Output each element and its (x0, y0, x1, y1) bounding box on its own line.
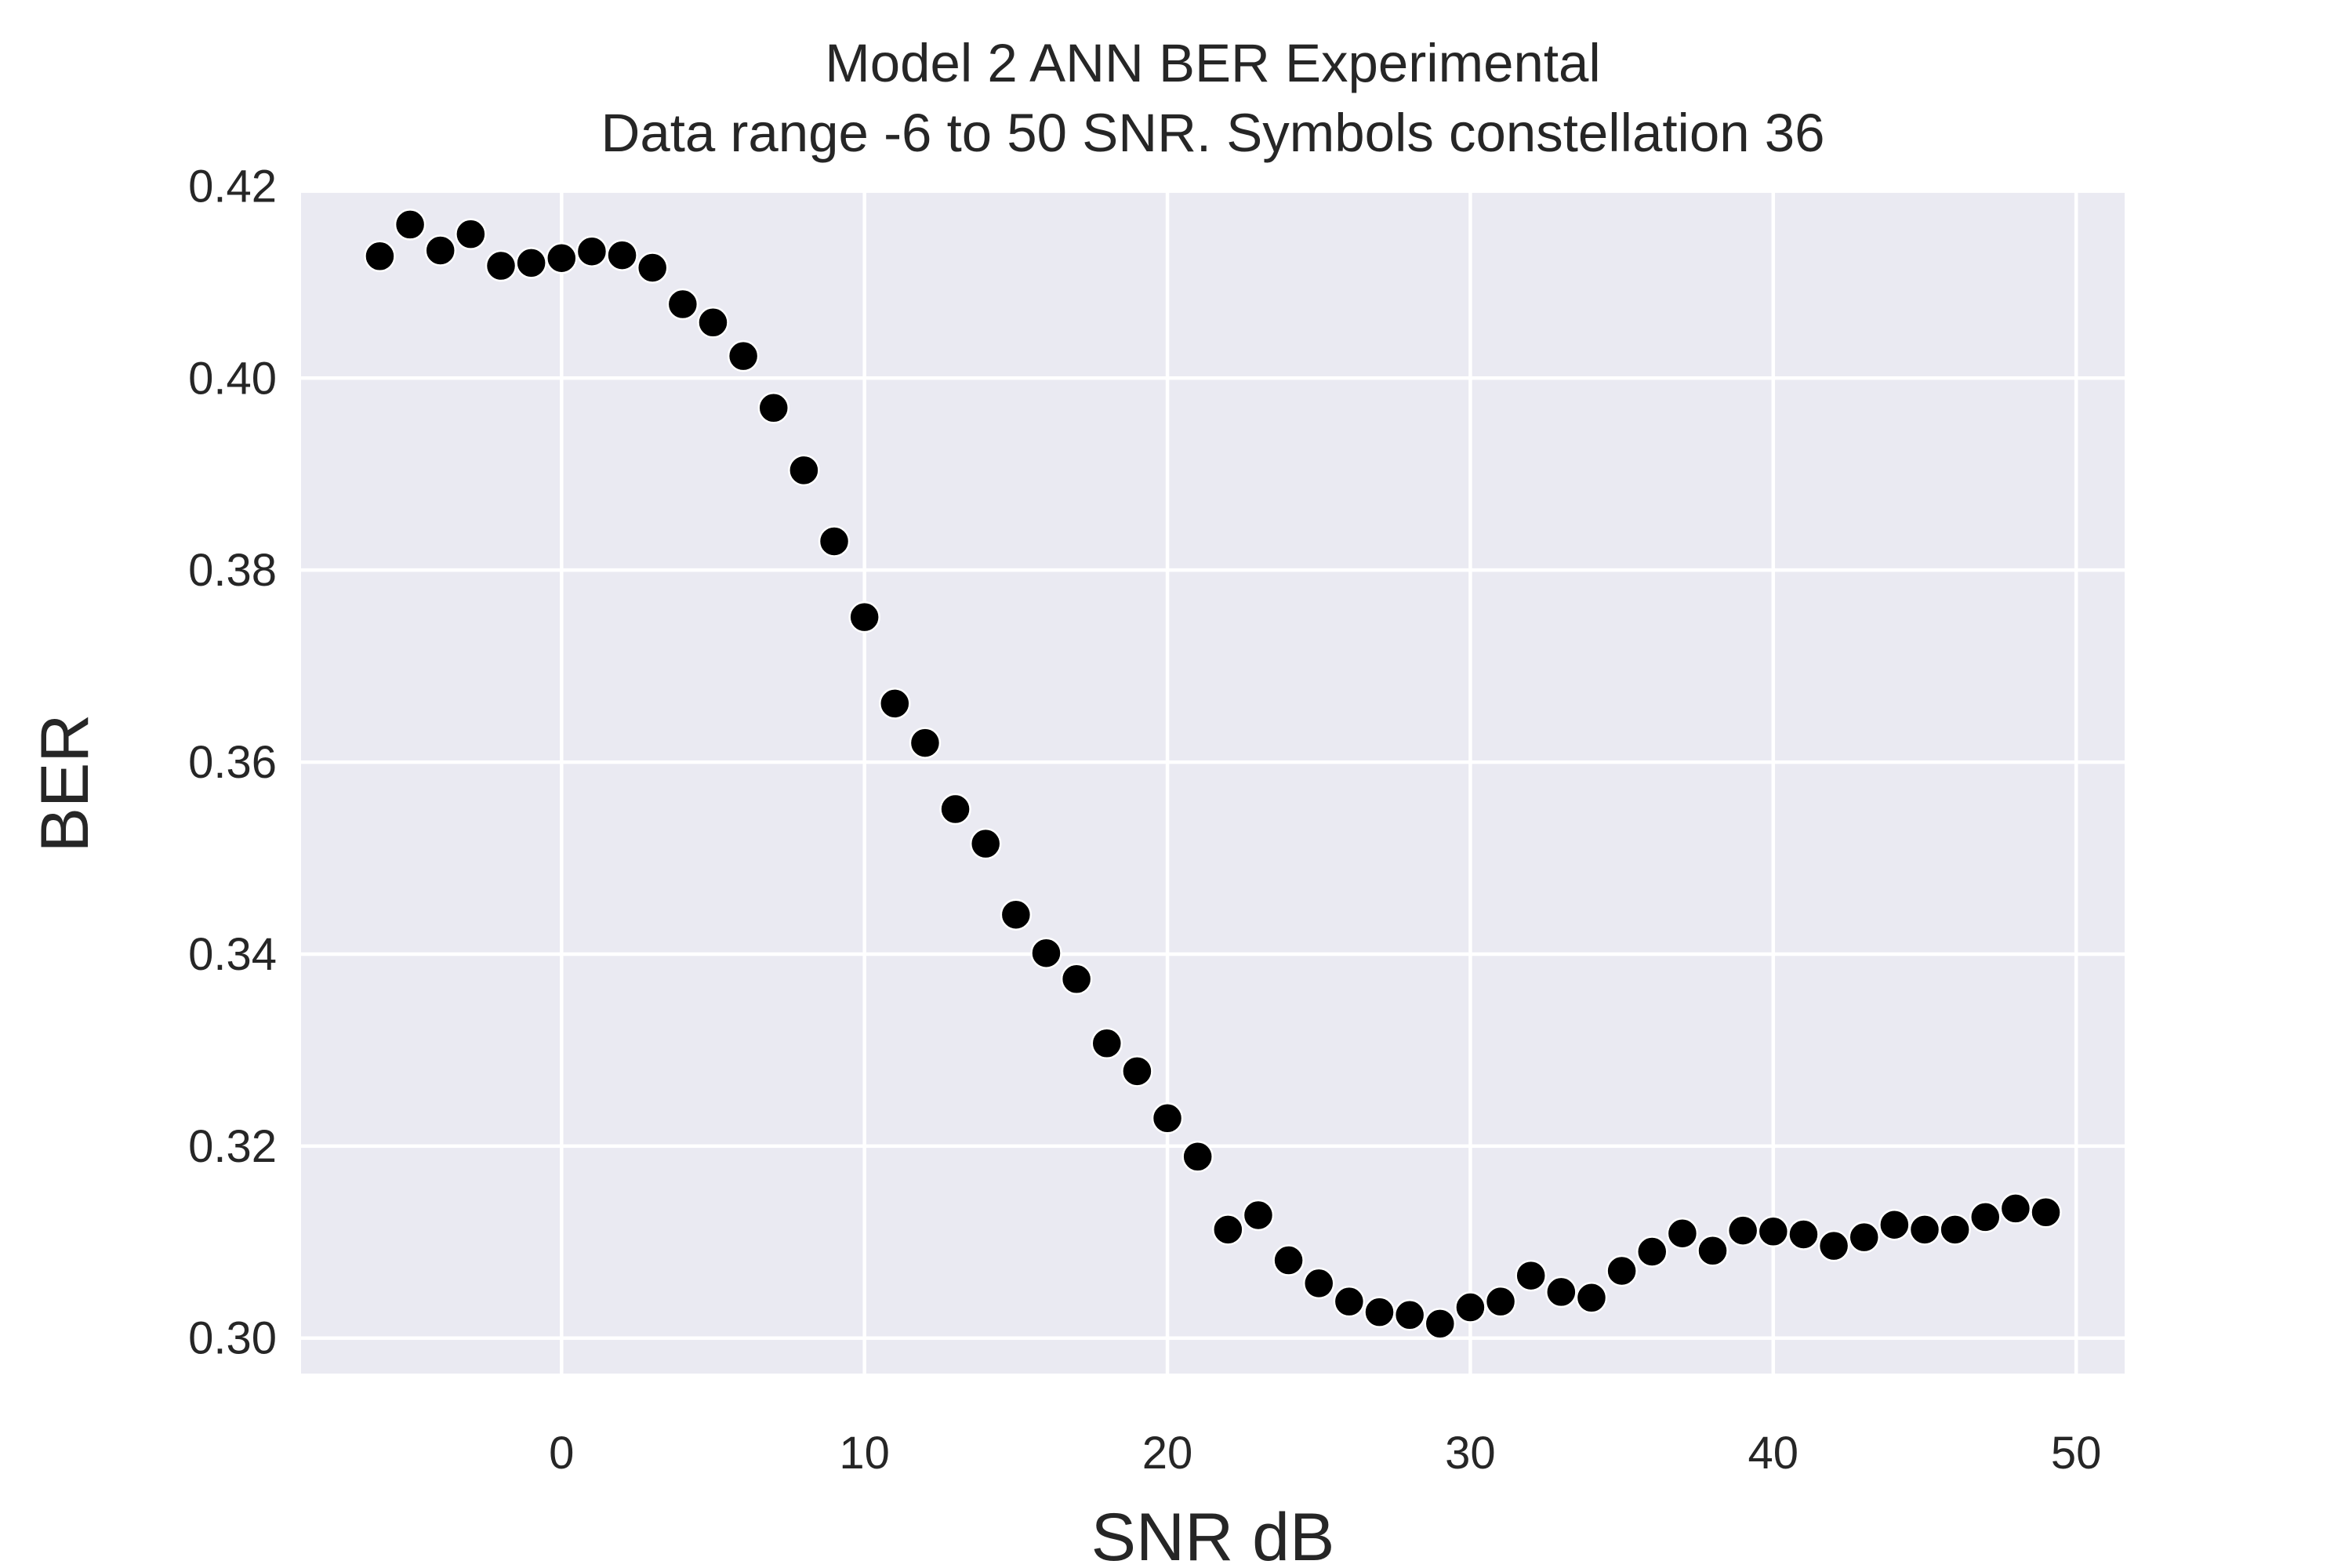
data-point (364, 240, 396, 273)
y-axis-label: BER (27, 714, 103, 853)
chart-subtitle: Data range -6 to 50 SNR. Symbols constel… (601, 103, 1825, 163)
data-point (909, 727, 942, 759)
data-point (939, 793, 971, 826)
data-point (1272, 1244, 1305, 1276)
x-tick-label: 20 (1142, 1428, 1193, 1479)
data-point (1151, 1102, 1184, 1134)
data-point (606, 239, 638, 271)
data-point (575, 235, 608, 267)
x-tick-label: 50 (2051, 1428, 2102, 1479)
y-tick-label: 0.40 (188, 353, 277, 404)
x-tick-label: 40 (1748, 1428, 1799, 1479)
y-tick-label: 0.36 (188, 737, 277, 788)
chart-title: Model 2 ANN BER Experimental (825, 33, 1600, 93)
data-point (1757, 1215, 1790, 1248)
data-point (1666, 1217, 1699, 1250)
data-point (1908, 1214, 1941, 1246)
data-point (1212, 1214, 1244, 1246)
data-point (879, 688, 911, 720)
y-tick-label: 0.32 (188, 1121, 277, 1172)
data-point (757, 392, 790, 424)
data-point (1000, 898, 1033, 931)
data-point (666, 288, 699, 321)
data-point (1726, 1214, 1759, 1247)
data-point (455, 218, 487, 250)
x-tick-label: 10 (839, 1428, 890, 1479)
data-point (848, 601, 880, 633)
data-point (1606, 1254, 1638, 1287)
y-tick-label: 0.34 (188, 929, 277, 980)
data-point (788, 454, 820, 487)
data-point (727, 339, 760, 372)
y-tick-label: 0.38 (188, 545, 277, 596)
data-point (1817, 1229, 1850, 1262)
grid-lines (301, 184, 2125, 1374)
data-point (485, 249, 517, 282)
data-point (1848, 1221, 1880, 1254)
data-point (1635, 1236, 1668, 1268)
data-point (1969, 1201, 2002, 1233)
data-point (1939, 1214, 1971, 1246)
data-point (1333, 1285, 1366, 1318)
data-point (1393, 1299, 1426, 1331)
x-tick-label: 30 (1445, 1428, 1496, 1479)
data-point (1515, 1259, 1547, 1292)
data-point (1999, 1192, 2032, 1225)
data-point (1788, 1218, 1820, 1250)
data-point (1030, 937, 1062, 969)
data-point (1878, 1208, 1911, 1241)
data-point (1454, 1291, 1486, 1323)
data-point (1697, 1235, 1729, 1267)
data-point (1424, 1308, 1457, 1340)
data-point (636, 252, 669, 284)
data-point (1121, 1055, 1153, 1087)
data-points (364, 209, 2062, 1340)
data-point (1575, 1282, 1608, 1314)
data-point (1091, 1027, 1123, 1060)
data-point (818, 525, 851, 557)
data-point (697, 307, 729, 339)
data-point (969, 827, 1002, 860)
y-tick-label: 0.42 (188, 161, 277, 212)
data-point (424, 234, 456, 267)
data-point (546, 242, 578, 274)
data-point (1302, 1267, 1335, 1300)
plot-area (301, 193, 2125, 1374)
data-point (1181, 1141, 1214, 1173)
data-point (1545, 1276, 1577, 1308)
data-point (2030, 1196, 2062, 1229)
y-tick-label: 0.30 (188, 1313, 277, 1364)
data-point (1060, 963, 1093, 996)
data-point (515, 247, 547, 279)
data-point (1242, 1199, 1275, 1232)
data-point (1363, 1296, 1396, 1328)
data-point (1484, 1285, 1517, 1318)
data-point (394, 209, 426, 241)
x-tick-label: 0 (549, 1428, 574, 1479)
tick-labels: 0 10 20 30 40 50 0.30 0.32 0.34 0.36 0.38 0.40 0.42 (188, 161, 2101, 1479)
x-axis-label: SNR dB (1091, 1500, 1335, 1568)
